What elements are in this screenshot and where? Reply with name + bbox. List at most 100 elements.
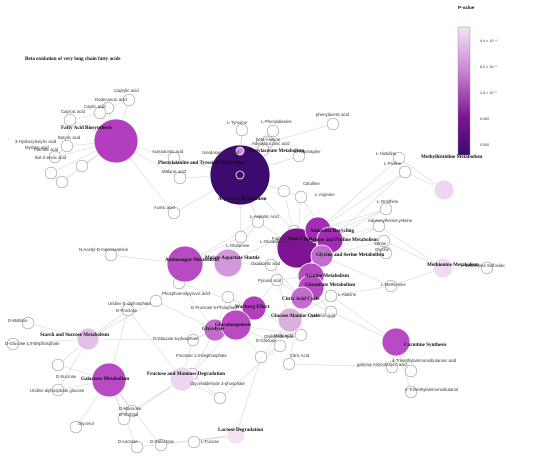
metabolite-label: Uridine diphosphate glucose — [30, 388, 85, 393]
pathway-node — [235, 146, 245, 156]
pathway-label: Alanine Metabolism — [305, 273, 350, 279]
pathway-label: Glycolysis — [202, 326, 224, 332]
legend-tick-label: 6.2 × 10⁻⁵ — [480, 65, 497, 69]
metabolite-node — [379, 202, 393, 216]
pathway-node — [432, 257, 454, 279]
metabolite-label: Butyric acid — [58, 135, 81, 140]
network-edge — [239, 123, 334, 152]
metabolite-label: D-Sorbitol — [119, 412, 138, 417]
metabolite-label: N-Acetyl-D-mannosamine — [79, 247, 129, 252]
pathway-node — [213, 248, 243, 278]
network-edge — [329, 171, 406, 241]
metabolite-label: Succinic acid — [310, 313, 336, 318]
metabolite-node — [122, 93, 136, 107]
metabolite-node — [104, 248, 118, 262]
metabolite-label: Fructose 1,6-bisphosphate — [176, 353, 227, 358]
legend-tick-label: 1.5 × 10⁻⁵ — [480, 91, 497, 95]
metabolite-label: Glyceraldehyde — [264, 334, 294, 339]
pathway-node — [226, 425, 246, 445]
legend-colorbar — [457, 26, 471, 156]
metabolite-node — [186, 333, 200, 347]
metabolite-label: Phosphoenolpyruvic acid — [162, 291, 210, 296]
pathway-node — [91, 362, 127, 398]
network-edge — [330, 285, 392, 297]
pathway-label: Aminosugar Metabolism — [165, 257, 220, 263]
network-edge — [317, 171, 406, 231]
metabolite-node — [93, 106, 107, 120]
network-edge — [127, 309, 183, 380]
metabolite-node — [235, 123, 249, 137]
metabolite-label: Caprylic acid — [114, 88, 139, 93]
pathway-label: Fatty Acid Biosynthesis — [61, 125, 112, 131]
metabolite-label: D-Maltose — [8, 318, 28, 323]
metabolite-label: Capric acid — [84, 104, 106, 109]
metabolite-node — [264, 258, 278, 272]
metabolite-label: Glyceraldehyde 3-phosphate — [190, 381, 246, 386]
metabolite-label: Myristic acid — [25, 145, 49, 150]
metabolite-label: L-Asparagine — [295, 149, 321, 154]
metabolite-label: D-Glucose 1,6-bisphosphate — [5, 341, 60, 346]
pathway-label: Starch and Sucrose Metabolism — [40, 332, 110, 338]
network-edge — [178, 282, 255, 309]
metabolite-node — [254, 350, 268, 364]
metabolite-label: Pyruvic acid — [258, 278, 282, 283]
metabolite-node — [377, 234, 391, 248]
metabolite-node — [326, 117, 340, 131]
metabolite-node — [117, 412, 131, 426]
pathway-label: Ammonia Recycling — [310, 228, 354, 234]
pathway-label: Phenylalanine and Tyrosine Metabolism — [158, 160, 246, 166]
metabolite-node — [63, 113, 77, 127]
metabolite-node — [44, 166, 58, 180]
metabolite-label: D-Glucose 6-phosphate — [153, 336, 199, 341]
metabolite-node — [167, 151, 181, 165]
metabolite-label: L-Histidine — [376, 151, 397, 156]
metabolite-node — [392, 151, 406, 165]
metabolite-label: L-Methionine Sulfoxide — [461, 263, 505, 268]
metabolite-nodes-layer — [6, 93, 494, 454]
pathway-label: Glycine and Serine Metabolism — [316, 252, 385, 258]
metabolite-label: Dodecanoic acid — [95, 97, 127, 102]
metabolite-node — [173, 171, 187, 185]
pathway-label: Aspartate Metabolism — [218, 196, 267, 202]
pathway-node — [290, 286, 314, 310]
metabolite-node — [149, 294, 163, 308]
metabolite-node — [385, 360, 399, 374]
metabolite-label: Citric Acid — [290, 353, 310, 358]
network-edge — [87, 300, 157, 340]
metabolite-node — [294, 328, 308, 342]
metabolite-label: 4-Trimethylammoniobutanol — [405, 387, 458, 392]
metabolite-node — [324, 305, 338, 319]
metabolite-label: D-Mannose — [119, 406, 142, 411]
pathway-label: Glucose Alanine Cycle — [271, 313, 320, 319]
network-edge — [191, 373, 221, 399]
metabolite-label: D-Glucose — [256, 338, 277, 343]
metabolite-node — [273, 339, 287, 353]
metabolite-node — [125, 404, 139, 418]
metabolite-label: L-Arginine — [315, 192, 335, 197]
pathway-node — [235, 170, 245, 180]
metabolite-label: Adenylsuccinic acid — [252, 141, 290, 146]
metabolite-node — [270, 273, 284, 287]
network-edge — [317, 157, 400, 231]
pathway-label: Glutamate Metabolism — [305, 282, 356, 288]
metabolite-label: L-Aspartic Acid — [250, 214, 279, 219]
metabolite-node — [384, 279, 398, 293]
pathway-label: Urea Cycle — [288, 236, 313, 242]
metabolite-node — [55, 175, 69, 189]
pathway-label: Citric Acid Cycle — [282, 296, 320, 302]
metabolite-node — [292, 149, 306, 163]
metabolite-label: D-Lactose — [118, 439, 138, 444]
metabolite-label: Serine — [374, 241, 387, 246]
metabolite-node — [221, 290, 235, 304]
network-edge — [383, 240, 444, 269]
metabolite-node — [282, 357, 296, 371]
pathway-node — [166, 245, 204, 283]
metabolite-node — [121, 303, 135, 317]
metabolite-node — [48, 150, 62, 164]
metabolite-node — [213, 391, 227, 405]
metabolite-node — [51, 383, 65, 397]
metabolite-node — [404, 385, 418, 399]
metabolite-label: But-2-enoic acid — [35, 155, 67, 160]
metabolite-label: L-Alanine — [338, 292, 357, 297]
